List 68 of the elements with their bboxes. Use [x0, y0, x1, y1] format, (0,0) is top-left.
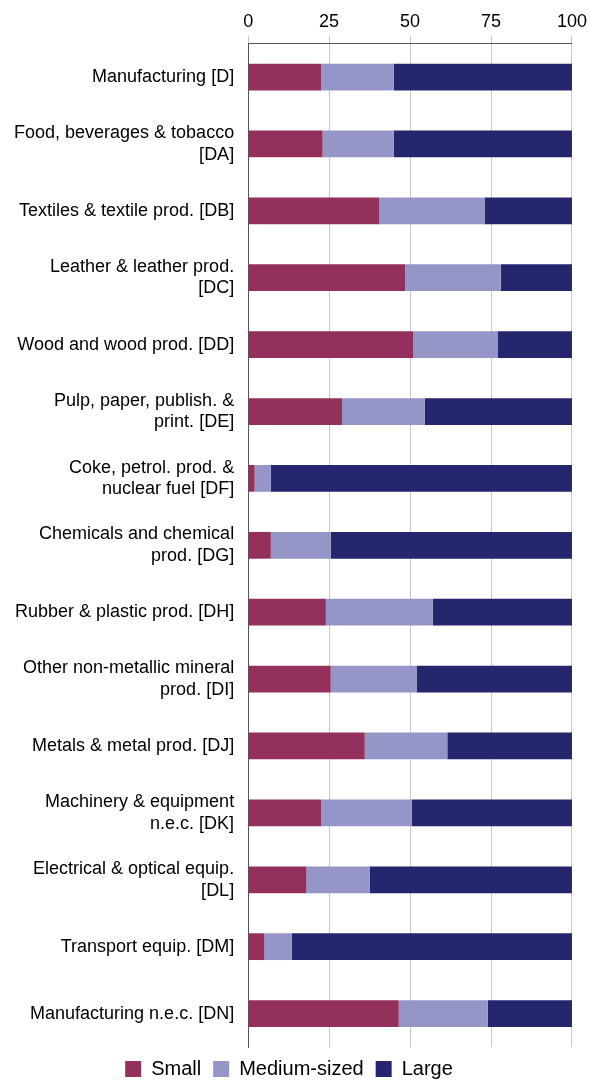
bar: [248, 63, 322, 91]
bar: [270, 531, 331, 559]
bar: [248, 197, 380, 225]
bar: [497, 331, 572, 358]
bar: [416, 665, 572, 693]
x-tick-label: 75: [481, 10, 502, 31]
bar: [413, 331, 498, 358]
y-tick-label: Pulp, paper, publish. & print. [DE]: [54, 389, 235, 432]
bar: [321, 799, 412, 827]
bar: [248, 665, 331, 693]
bar: [411, 799, 572, 827]
y-tick-label: Chemicals and chemical prod. [DG]: [39, 523, 235, 566]
bar: [306, 866, 370, 894]
bar: [248, 799, 322, 827]
y-tick-label: Metals & metal prod. [DJ]: [32, 734, 235, 755]
bar: [398, 1000, 488, 1027]
bar: [270, 465, 572, 492]
bar: [248, 933, 265, 961]
y-tick-label: Rubber & plastic prod. [DH]: [15, 601, 235, 622]
bar: [369, 866, 572, 894]
bar: [342, 398, 425, 425]
y-tick-label: Manufacturing [D]: [92, 66, 235, 87]
y-tick-label: Manufacturing n.e.c. [DN]: [30, 1002, 235, 1023]
bar: [424, 398, 572, 425]
bar: [248, 866, 307, 894]
y-tick-label: Electrical & optical equip. [DL]: [33, 857, 235, 900]
bar: [330, 531, 572, 559]
legend-label: Large: [401, 1056, 453, 1079]
bar: [248, 598, 326, 626]
bar: [248, 331, 414, 358]
y-tick-label: Machinery & equipment n.e.c. [DK]: [45, 791, 235, 833]
legend-label: Small: [151, 1056, 202, 1079]
bar: [405, 264, 501, 292]
bar: [322, 130, 394, 158]
bar: [248, 531, 271, 559]
bar: [500, 264, 572, 292]
bar: [248, 465, 255, 492]
bar: [393, 63, 572, 91]
y-tick-label: Transport equip. [DM]: [60, 935, 235, 956]
bar: [484, 197, 572, 225]
bar: [325, 598, 433, 626]
y-tick-label: Other non-metallic mineral prod. [DI]: [23, 657, 235, 699]
bar: [248, 130, 323, 158]
y-tick-label: Textiles & textile prod. [DB]: [19, 199, 235, 220]
y-tick-label: Food, beverages & tobacco [DA]: [14, 122, 235, 164]
bar: [364, 732, 448, 760]
bar: [291, 933, 572, 961]
x-tick-label: 100: [556, 10, 588, 31]
bar: [321, 63, 394, 91]
bar: [447, 732, 572, 760]
x-tick-label: 50: [400, 10, 421, 31]
x-tick-label: 25: [319, 10, 340, 31]
bar: [254, 465, 271, 492]
bar: [432, 598, 572, 626]
legend-label: Medium-sized: [239, 1056, 364, 1079]
y-tick-label: Leather & leather prod. [DC]: [50, 255, 235, 298]
bar: [248, 398, 343, 425]
bar: [379, 197, 485, 225]
bar: [393, 130, 572, 158]
bar: [248, 1000, 399, 1027]
bar: [248, 732, 365, 760]
y-tick-label: Coke, petrol. prod. & nuclear fuel [DF]: [69, 456, 235, 499]
bar: [330, 665, 417, 693]
y-tick-label: Wood and wood prod. [DD]: [17, 333, 235, 354]
bar: [264, 933, 292, 961]
bar: [248, 264, 406, 292]
x-tick-label: 0: [243, 10, 254, 31]
bar: [487, 1000, 572, 1027]
